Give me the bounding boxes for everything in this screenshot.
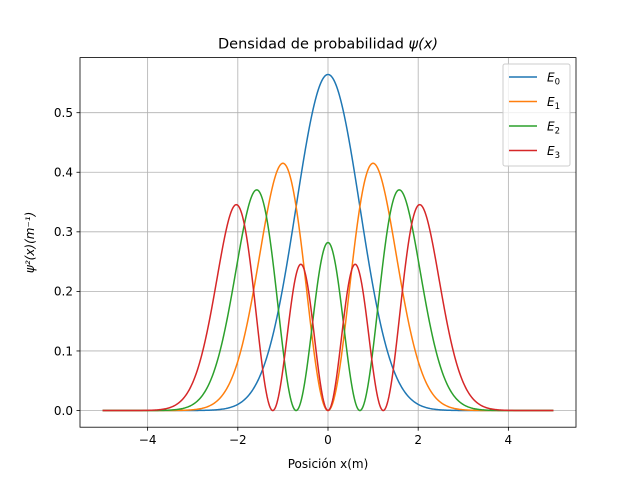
y-tick-label: 0.0: [54, 404, 73, 418]
legend-box: [502, 63, 571, 167]
legend-label-E2: E2: [547, 119, 560, 136]
legend-label-E1: E1: [547, 95, 560, 112]
chart-title: Densidad de probabilidad ψ(x): [218, 37, 438, 53]
y-tick-label: 0.4: [54, 166, 73, 180]
y-tick-label: 0.1: [54, 344, 73, 358]
y-axis-label: ψ²(x)(m⁻¹): [23, 212, 37, 273]
series-lines: [102, 73, 554, 412]
x-tick-label: 2: [414, 433, 422, 447]
y-tick-label: 0.5: [54, 106, 73, 120]
series-line-E2: [102, 189, 554, 412]
legend-label-E0: E0: [547, 70, 560, 87]
y-tick-label: 0.3: [54, 225, 73, 239]
axis-ticks: −4 −2 0 2 4 0.0 0.1 0.2 0.3 0.4 0.5: [54, 106, 512, 447]
title-math: ψ(x): [409, 37, 438, 53]
title-text: Densidad de probabilidad: [218, 37, 409, 53]
x-tick-label: −2: [229, 433, 247, 447]
x-tick-label: 4: [505, 433, 513, 447]
series-line-E3: [102, 203, 554, 412]
x-axis-label: Posición x(m): [288, 457, 369, 471]
x-tick-label: 0: [324, 433, 332, 447]
legend-label-E3: E3: [547, 144, 560, 161]
legend: E0 E1 E2 E3: [502, 63, 571, 167]
y-tick-label: 0.2: [54, 285, 73, 299]
x-tick-label: −4: [139, 433, 157, 447]
